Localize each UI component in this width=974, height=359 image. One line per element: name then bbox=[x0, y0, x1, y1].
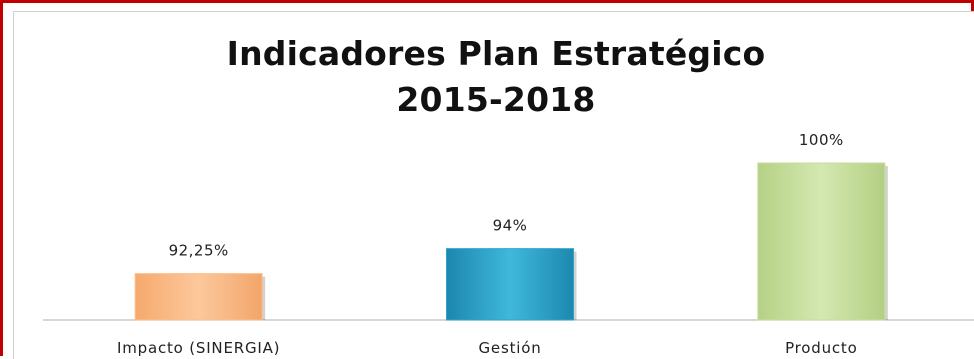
chart-title: Indicadores Plan Estratégico bbox=[226, 34, 766, 73]
bars-group bbox=[134, 162, 888, 321]
chart-subtitle: 2015-2018 bbox=[396, 80, 596, 119]
bar-3 bbox=[757, 162, 886, 321]
data-label-2: 94% bbox=[493, 217, 528, 235]
data-label-3: 100% bbox=[799, 131, 844, 149]
x-tick-label-1: Impacto (SINERGIA) bbox=[117, 339, 280, 357]
data-label-1: 92,25% bbox=[169, 242, 229, 260]
bar-plot: 92,25% Impacto (SINERGIA) 94% Gestión 100% Pr… bbox=[43, 131, 974, 357]
x-tick-label-3: Producto bbox=[785, 339, 858, 357]
bar-1 bbox=[134, 273, 263, 321]
labels-group: 92,25% Impacto (SINERGIA) 94% Gestión 100% Pr… bbox=[117, 131, 858, 357]
x-tick-label-2: Gestión bbox=[479, 339, 542, 357]
bar-2 bbox=[446, 248, 574, 321]
